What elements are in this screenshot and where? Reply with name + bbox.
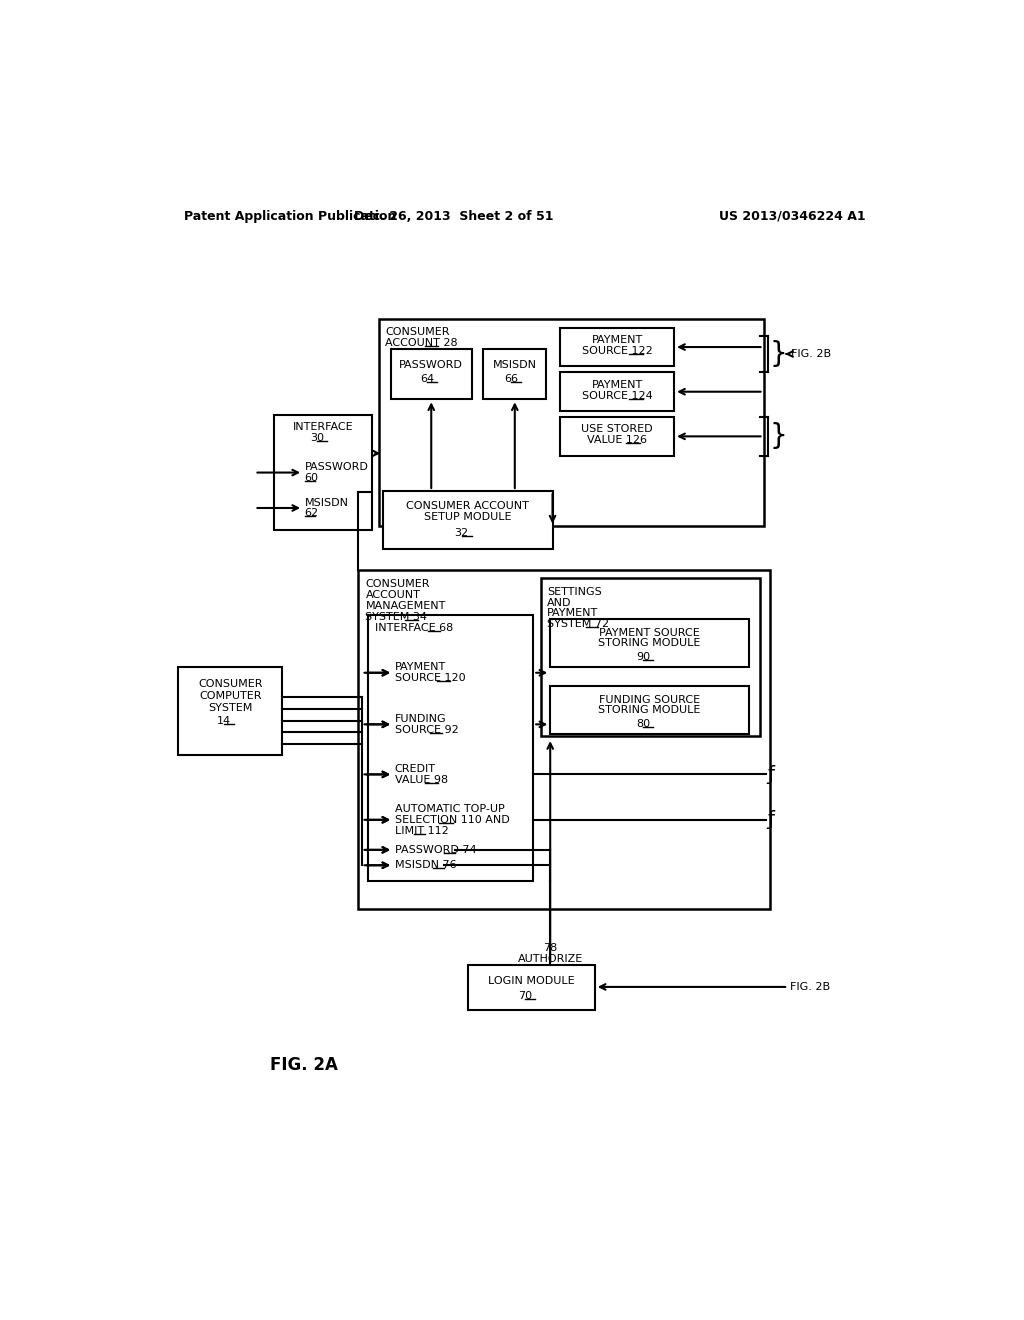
Text: CONSUMER ACCOUNT: CONSUMER ACCOUNT (407, 502, 529, 511)
Text: 62: 62 (304, 508, 318, 519)
Text: PASSWORD 74: PASSWORD 74 (394, 845, 476, 855)
Text: 70: 70 (518, 991, 532, 1001)
Text: FIG. 2B: FIG. 2B (792, 348, 831, 359)
Text: ACCOUNT: ACCOUNT (366, 590, 420, 601)
Text: CREDIT: CREDIT (394, 764, 435, 774)
Text: 78: 78 (543, 944, 557, 953)
Text: FUNDING SOURCE: FUNDING SOURCE (599, 694, 700, 705)
Bar (550, 619, 749, 668)
Text: MSISDN 76: MSISDN 76 (394, 861, 457, 870)
Text: 14: 14 (217, 715, 231, 726)
Text: STORING MODULE: STORING MODULE (598, 639, 700, 648)
Text: 30: 30 (310, 433, 324, 444)
Text: AUTHORIZE: AUTHORIZE (517, 954, 583, 964)
Text: AUTOMATIC TOP-UP: AUTOMATIC TOP-UP (394, 804, 505, 814)
Text: PAYMENT SOURCE: PAYMENT SOURCE (599, 628, 700, 638)
Text: INTERFACE: INTERFACE (293, 422, 353, 432)
Text: STORING MODULE: STORING MODULE (598, 705, 700, 715)
Text: }: } (770, 422, 787, 450)
Text: SYSTEM 72: SYSTEM 72 (547, 619, 609, 630)
Text: PASSWORD: PASSWORD (399, 360, 463, 370)
Bar (391, 350, 472, 400)
Text: AND: AND (547, 598, 571, 607)
Text: SOURCE 120: SOURCE 120 (394, 673, 465, 684)
Text: 60: 60 (304, 473, 318, 483)
Text: FUNDING: FUNDING (394, 714, 446, 723)
Bar (550, 686, 749, 734)
Text: LIMIT 112: LIMIT 112 (394, 825, 449, 836)
Text: LOGIN MODULE: LOGIN MODULE (488, 975, 574, 986)
Text: SYSTEM: SYSTEM (208, 704, 253, 713)
Text: 90: 90 (636, 652, 650, 663)
Text: ACCOUNT 28: ACCOUNT 28 (385, 338, 458, 348)
Text: SELECTION 110 AND: SELECTION 110 AND (394, 814, 509, 825)
Text: PAYMENT: PAYMENT (592, 335, 643, 345)
Text: 64: 64 (420, 374, 434, 384)
Bar (560, 417, 674, 455)
Text: VALUE 98: VALUE 98 (394, 775, 447, 785)
Text: 80: 80 (636, 719, 650, 730)
Text: SYSTEM 34: SYSTEM 34 (366, 611, 427, 622)
Bar (383, 491, 553, 549)
Bar (483, 350, 547, 400)
Text: INTERFACE 68: INTERFACE 68 (376, 623, 454, 634)
Text: SOURCE 124: SOURCE 124 (582, 391, 652, 400)
Bar (178, 667, 283, 755)
Bar (357, 570, 770, 909)
Text: SOURCE 122: SOURCE 122 (582, 346, 652, 356)
Text: MANAGEMENT: MANAGEMENT (366, 601, 445, 611)
Text: VALUE 126: VALUE 126 (587, 436, 647, 445)
Text: Patent Application Publication: Patent Application Publication (184, 210, 397, 223)
Bar (541, 578, 761, 737)
Text: US 2013/0346224 A1: US 2013/0346224 A1 (720, 210, 866, 223)
Text: SOURCE 92: SOURCE 92 (394, 725, 459, 735)
Text: CONSUMER: CONSUMER (385, 327, 450, 338)
Text: PAYMENT: PAYMENT (394, 663, 445, 672)
Bar (273, 414, 373, 531)
Text: SETUP MODULE: SETUP MODULE (424, 512, 512, 523)
Text: }: } (770, 341, 787, 368)
Text: USE STORED: USE STORED (582, 425, 653, 434)
Bar (368, 615, 534, 880)
Text: PASSWORD: PASSWORD (304, 462, 369, 473)
Bar (379, 318, 764, 527)
Text: CONSUMER: CONSUMER (198, 678, 262, 689)
Text: FIG. 2B: FIG. 2B (790, 982, 829, 991)
Text: CONSUMER: CONSUMER (366, 579, 430, 589)
Bar (560, 327, 674, 367)
Text: MSISDN: MSISDN (493, 360, 537, 370)
Text: FIG. 2A: FIG. 2A (270, 1056, 338, 1074)
Text: ƒ: ƒ (767, 764, 774, 784)
Bar (468, 965, 595, 1010)
Text: 66: 66 (504, 374, 518, 384)
Text: PAYMENT: PAYMENT (592, 380, 643, 389)
Text: PAYMENT: PAYMENT (547, 609, 598, 619)
Text: COMPUTER: COMPUTER (199, 690, 261, 701)
Bar (560, 372, 674, 411)
Text: ƒ: ƒ (767, 810, 774, 829)
Text: MSISDN: MSISDN (304, 499, 348, 508)
Text: 32: 32 (455, 528, 469, 537)
Text: Dec. 26, 2013  Sheet 2 of 51: Dec. 26, 2013 Sheet 2 of 51 (354, 210, 554, 223)
Text: SETTINGS: SETTINGS (547, 587, 602, 597)
